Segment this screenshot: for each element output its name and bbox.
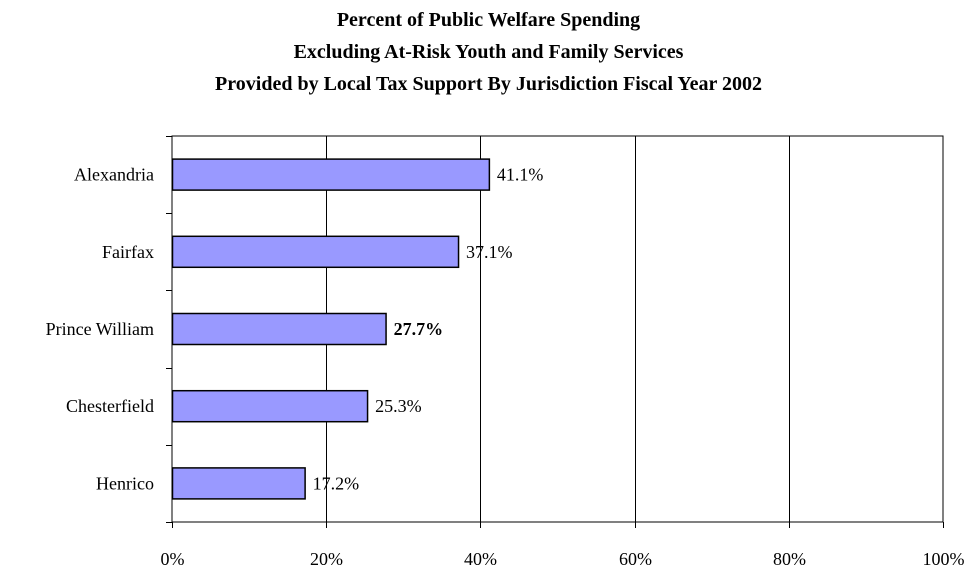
data-label: 25.3%: [375, 396, 422, 416]
x-tick-label: 40%: [464, 549, 497, 569]
data-label: 27.7%: [394, 319, 444, 339]
chart-title-line-1: Percent of Public Welfare Spending: [336, 9, 641, 31]
x-tick-label: 0%: [161, 549, 185, 569]
category-label: Prince William: [46, 319, 154, 339]
bar: [171, 312, 387, 346]
category-label: Henrico: [96, 473, 154, 493]
chart-title-line-3: Provided by Local Tax Support By Jurisdi…: [215, 73, 762, 95]
data-label: 41.1%: [497, 165, 543, 185]
x-tick-label: 100%: [923, 549, 965, 569]
plot-area: 0% 20% 40% 60% 80% 100% Alexandria 41.1% Fairfax…: [46, 135, 965, 569]
chart-title: Percent of Public Welfare Spending Exclu…: [0, 4, 977, 100]
x-tick-label: 20%: [310, 549, 343, 569]
x-tick-label: 80%: [773, 549, 806, 569]
bar: [171, 467, 306, 500]
bar: [171, 158, 491, 191]
x-tick-label: 60%: [619, 549, 652, 569]
category-label: Chesterfield: [66, 396, 154, 416]
bar: [171, 389, 369, 423]
category-label: Fairfax: [102, 242, 154, 262]
data-label: 37.1%: [466, 242, 513, 262]
bar: [171, 235, 460, 269]
chart-title-line-2: Excluding At-Risk Youth and Family Servi…: [293, 41, 684, 63]
category-label: Alexandria: [74, 165, 154, 185]
data-label: 17.2%: [313, 473, 360, 493]
